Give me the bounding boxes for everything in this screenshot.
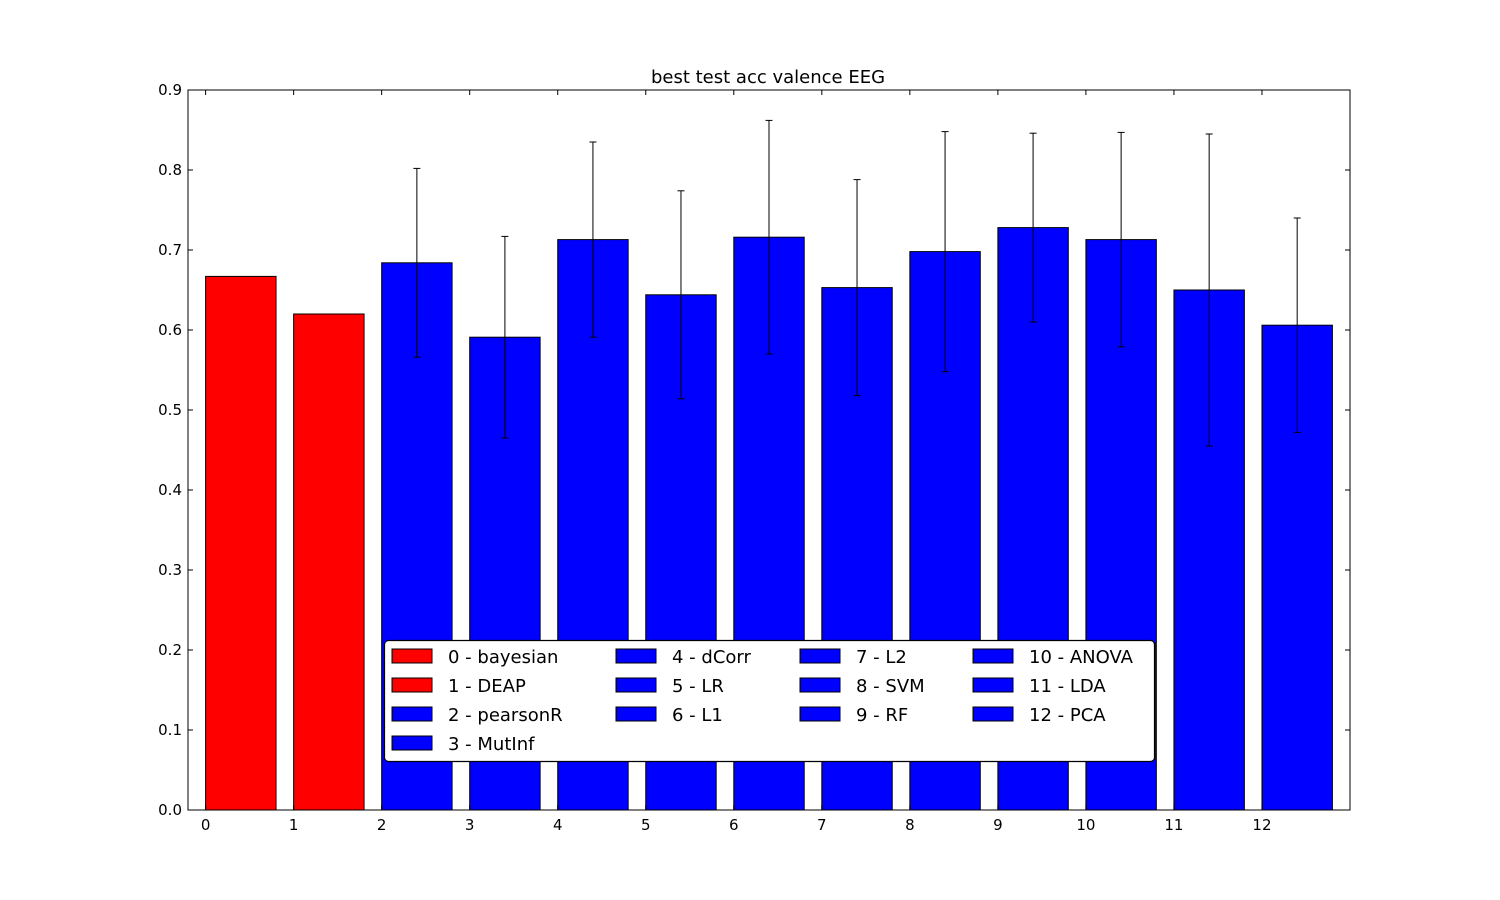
legend-label-2: 2 - pearsonR: [448, 705, 563, 726]
y-tick-label-1: 0.1: [158, 721, 182, 739]
y-tick-label-4: 0.4: [158, 481, 182, 499]
y-tick-label-6: 0.6: [158, 321, 182, 339]
legend-label-11: 11 - LDA: [1029, 676, 1106, 697]
legend-label-0: 0 - bayesian: [448, 647, 558, 668]
bar-1: [293, 313, 365, 811]
x-tick-label-6: 6: [729, 816, 739, 834]
legend-swatch-0: [391, 648, 433, 664]
legend-swatch-11: [972, 677, 1014, 693]
x-tick-label-8: 8: [905, 816, 915, 834]
y-tick-label-9: 0.9: [158, 81, 182, 99]
x-tick-label-0: 0: [201, 816, 211, 834]
legend-swatch-12: [972, 706, 1014, 722]
x-tick-label-9: 9: [993, 816, 1003, 834]
x-axis: 0 1 2 3 4 5 6 7 8 9 10 11 12: [201, 90, 1272, 834]
legend-label-5: 5 - LR: [672, 676, 724, 697]
legend-label-4: 4 - dCorr: [672, 647, 751, 668]
legend-label-3: 3 - MutInf: [448, 734, 535, 755]
legend-swatch-2: [391, 706, 433, 722]
x-tick-label-7: 7: [817, 816, 827, 834]
y-axis: 0.0 0.1 0.2 0.3 0.4 0.5 0.6 0.7 0.8 0.9: [158, 81, 1350, 819]
legend-swatch-3: [391, 735, 433, 751]
x-tick-label-12: 12: [1252, 816, 1271, 834]
legend-swatch-1: [391, 677, 433, 693]
legend-swatch-10: [972, 648, 1014, 664]
chart-title: best test acc valence EEG: [651, 67, 885, 88]
x-tick-label-5: 5: [641, 816, 651, 834]
x-tick-label-3: 3: [465, 816, 475, 834]
y-tick-label-2: 0.2: [158, 641, 182, 659]
error-bars-group: [413, 119, 1301, 447]
y-tick-label-8: 0.8: [158, 161, 182, 179]
legend-box: [383, 639, 1156, 763]
x-tick-label-4: 4: [553, 816, 563, 834]
y-tick-label-0: 0.0: [158, 801, 182, 819]
y-tick-label-3: 0.3: [158, 561, 182, 579]
legend-label-9: 9 - RF: [856, 705, 908, 726]
x-tick-label-1: 1: [289, 816, 299, 834]
bar-0: [205, 275, 277, 811]
legend-swatch-6: [615, 706, 657, 722]
legend-label-8: 8 - SVM: [856, 676, 925, 697]
plot-frame: [187, 89, 1351, 811]
legend-swatch-8: [799, 677, 841, 693]
legend-label-12: 12 - PCA: [1029, 705, 1106, 726]
x-tick-label-11: 11: [1164, 816, 1183, 834]
y-tick-label-5: 0.5: [158, 401, 182, 419]
legend-label-6: 6 - L1: [672, 705, 723, 726]
legend-swatch-7: [799, 648, 841, 664]
legend-swatch-5: [615, 677, 657, 693]
legend-swatch-9: [799, 706, 841, 722]
legend-label-10: 10 - ANOVA: [1029, 647, 1134, 668]
x-tick-label-10: 10: [1076, 816, 1095, 834]
y-tick-label-7: 0.7: [158, 241, 182, 259]
legend-label-1: 1 - DEAP: [448, 676, 526, 697]
legend: 0 - bayesian 1 - DEAP 2 - pearsonR 3 - MutI…: [383, 639, 1156, 763]
legend-label-7: 7 - L2: [856, 647, 907, 668]
legend-swatch-4: [615, 648, 657, 664]
x-tick-label-2: 2: [377, 816, 387, 834]
